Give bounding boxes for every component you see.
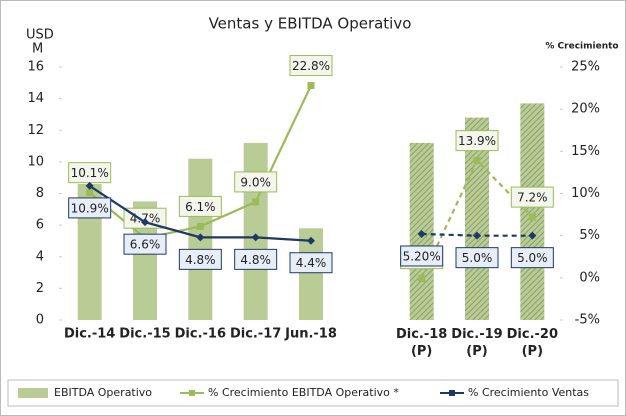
x-tick-label-line: Dic.-18: [396, 327, 447, 342]
point: [85, 181, 94, 190]
point: [251, 233, 260, 242]
data-label: 10.1%: [71, 166, 109, 180]
data-label: 6.6%: [130, 238, 161, 252]
point: [196, 233, 205, 242]
y-tick-label: 14: [27, 91, 44, 106]
data-label-box: [178, 248, 222, 270]
data-label: 9.0%: [240, 175, 271, 189]
x-tick-label: Dic.-18 (P): [396, 327, 447, 359]
data-label-box: [289, 252, 333, 274]
x-tick-label: Dic.-20 (P): [507, 327, 558, 359]
y2-tick-label: 10%: [571, 186, 600, 201]
y-tick-label: 0: [36, 313, 44, 328]
x-tick-label: Dic.-19 (P): [451, 327, 502, 359]
point: [252, 198, 260, 206]
data-label: 13.9%: [458, 134, 496, 148]
legend-marker: [449, 390, 455, 396]
x-tick-label: Dic.-16: [175, 327, 226, 342]
point: [528, 213, 536, 221]
legend-swatch: [18, 388, 48, 398]
data-label: 6.1%: [185, 200, 216, 214]
data-label: 5.0%: [462, 251, 493, 265]
bar: [465, 117, 489, 320]
y-axis-label: M: [32, 42, 43, 57]
data-label-box: [455, 247, 499, 269]
y2-tick-label: 25%: [571, 60, 600, 75]
y2-tick-label: 5%: [579, 228, 600, 243]
data-label: 4.8%: [240, 253, 271, 267]
y2-axis-label: % Crecimiento: [545, 42, 618, 52]
data-label: 4.4%: [296, 256, 327, 270]
x-tick-label: Dic.-15: [119, 327, 170, 342]
y-tick-label: 16: [27, 60, 44, 75]
x-tick-label: Jun.-18: [284, 327, 337, 342]
y-tick-label: 2: [36, 281, 44, 296]
y-tick-label: 4: [36, 249, 44, 264]
data-label-box: [400, 245, 444, 267]
point: [418, 275, 426, 283]
y2-tick-label: -5%: [575, 313, 600, 328]
data-label: 5.20%: [403, 249, 441, 263]
point: [141, 218, 149, 227]
data-label-box: [123, 233, 167, 255]
x-tick-label-line: (P): [466, 344, 487, 359]
data-label: 10.9%: [71, 201, 109, 215]
legend-label: % Crecimiento EBITDA Operativo *: [208, 386, 399, 399]
point: [473, 231, 481, 240]
point: [307, 82, 315, 90]
data-label-box: [234, 171, 278, 193]
y2-tick-label: 0%: [579, 270, 600, 285]
point: [196, 222, 204, 230]
y-tick-label: 10: [27, 154, 44, 169]
x-tick-label-line: (P): [411, 344, 432, 359]
y-tick-label: 6: [36, 218, 44, 233]
legend-box: [7, 379, 619, 407]
point: [417, 229, 426, 238]
legend-marker: [189, 390, 195, 396]
point: [473, 157, 481, 165]
y-tick-label: 12: [27, 123, 44, 138]
data-label-box: [289, 55, 333, 77]
y2-tick-label: 20%: [571, 102, 600, 117]
bar: [243, 142, 268, 320]
legend-label: % Crecimiento Ventas: [468, 386, 589, 399]
x-tick-label-line: Dic.-20: [507, 327, 558, 342]
y2-tick-label: 15%: [571, 144, 600, 159]
data-label: 7.2%: [517, 191, 548, 205]
bar: [520, 103, 545, 321]
data-label: 4.8%: [185, 253, 216, 267]
chart-title: Ventas y EBITDA Operativo: [209, 15, 412, 33]
data-label-box: [510, 247, 554, 269]
x-tick-label: Dic.-14: [64, 327, 115, 342]
data-label-box: [68, 197, 112, 219]
x-tick-label: Dic.-17: [230, 327, 281, 342]
data-label-box: [510, 186, 554, 208]
x-tick-label-line: Dic.-19: [451, 327, 502, 342]
legend-label: EBITDA Operativo: [54, 386, 152, 399]
data-label-box: [455, 130, 499, 152]
y-tick-label: 8: [36, 186, 44, 201]
y-axis-label: USD: [26, 28, 54, 43]
x-tick-label-line: (P): [522, 344, 543, 359]
data-label: 22.8%: [292, 59, 330, 73]
data-label-box: [234, 248, 278, 270]
data-label: 5.0%: [517, 251, 548, 265]
point: [86, 189, 94, 197]
data-label-box: [178, 195, 222, 217]
point: [307, 236, 315, 245]
point: [528, 231, 537, 240]
